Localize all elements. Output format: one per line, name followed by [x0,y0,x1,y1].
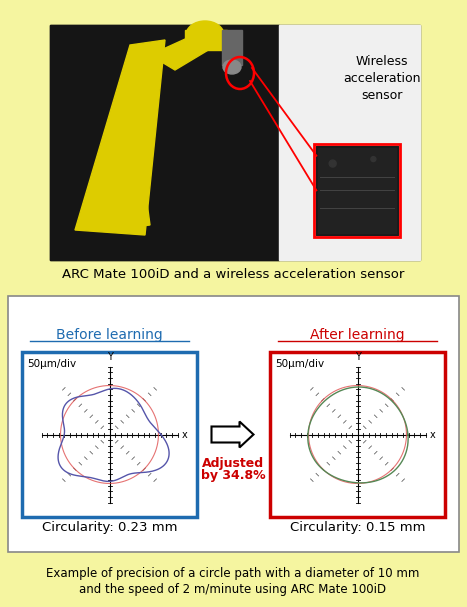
Bar [8,296,459,552]
Bar [279,25,420,260]
Text: Example of precision of a circle path with a diameter of 10 mm: Example of precision of a circle path wi… [46,567,420,580]
Ellipse shape [223,60,241,74]
Text: Circularity: 0.23 mm: Circularity: 0.23 mm [42,520,177,534]
Bar [317,146,398,235]
Text: Y: Y [106,353,113,362]
Text: Before learning: Before learning [56,328,163,342]
Text: x: x [182,430,187,439]
Bar [222,30,242,65]
Ellipse shape [329,160,336,167]
Text: 50μm/div: 50μm/div [275,359,324,369]
Text: 50μm/div: 50μm/div [27,359,76,369]
Text: Wireless
acceleration
sensor: Wireless acceleration sensor [343,55,421,102]
Bar [314,144,400,237]
Text: Y: Y [354,353,361,362]
Text: After learning: After learning [310,328,405,342]
Bar [50,25,279,260]
Bar [185,30,227,50]
Polygon shape [105,150,150,230]
Ellipse shape [186,21,224,49]
Polygon shape [75,40,165,235]
Polygon shape [150,30,225,70]
Text: by 34.8%: by 34.8% [201,469,266,481]
Ellipse shape [110,144,140,166]
Bar [318,148,396,233]
Text: x: x [430,430,435,439]
Bar [270,352,445,517]
Bar [22,352,197,517]
Text: Adjusted: Adjusted [202,456,265,469]
Text: Circularity: 0.15 mm: Circularity: 0.15 mm [290,520,425,534]
Text: and the speed of 2 m/minute using ARC Mate 100iD: and the speed of 2 m/minute using ARC Ma… [79,583,387,596]
Text: ARC Mate 100iD and a wireless acceleration sensor: ARC Mate 100iD and a wireless accelerati… [62,268,404,280]
Ellipse shape [371,157,376,161]
FancyArrow shape [212,421,254,447]
Bar [50,25,420,260]
